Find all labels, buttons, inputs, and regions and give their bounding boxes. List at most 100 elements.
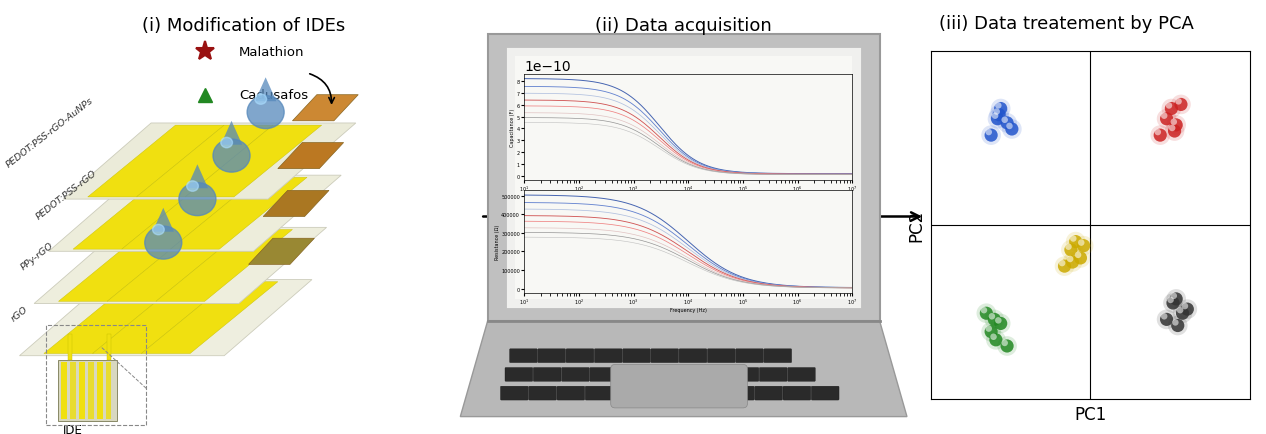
Point (1062, 259, 1082, 266)
Point (996, 120, 1017, 127)
Polygon shape (44, 282, 180, 354)
Text: PEDOT:PSS-rGO-AuNPs: PEDOT:PSS-rGO-AuNPs (5, 96, 95, 169)
Point (981, 329, 1001, 335)
Point (979, 129, 999, 136)
Point (995, 340, 1015, 347)
FancyBboxPatch shape (614, 386, 642, 400)
Point (1162, 125, 1182, 132)
Point (989, 112, 1009, 119)
Polygon shape (506, 48, 861, 308)
Text: PEDOT:PSS-rGO: PEDOT:PSS-rGO (34, 169, 99, 221)
Y-axis label: PC2: PC2 (906, 210, 925, 242)
Point (990, 320, 1010, 327)
Point (1063, 236, 1084, 243)
Point (1155, 113, 1175, 120)
Bar (70, 362, 76, 419)
FancyBboxPatch shape (736, 349, 763, 363)
Point (984, 316, 1004, 323)
Point (987, 116, 1008, 123)
Text: PPy-rGO: PPy-rGO (19, 240, 56, 271)
FancyBboxPatch shape (670, 386, 698, 400)
Point (1166, 296, 1186, 302)
Polygon shape (87, 126, 224, 197)
Point (989, 103, 1009, 110)
Point (1156, 116, 1176, 123)
FancyBboxPatch shape (594, 349, 622, 363)
Bar (78, 362, 85, 419)
Polygon shape (49, 176, 342, 252)
Point (1165, 319, 1185, 326)
Point (1060, 256, 1080, 263)
Point (981, 329, 1001, 335)
Point (1001, 126, 1022, 133)
Point (1163, 300, 1184, 307)
Point (1150, 132, 1170, 139)
Point (984, 333, 1004, 340)
Point (1074, 243, 1094, 250)
Polygon shape (63, 124, 356, 200)
Point (996, 343, 1017, 350)
Point (986, 337, 1006, 344)
Point (1166, 296, 1186, 302)
Y-axis label: Capacitance (F): Capacitance (F) (510, 108, 515, 146)
Point (976, 310, 996, 317)
Point (1171, 102, 1191, 108)
FancyBboxPatch shape (533, 368, 561, 381)
FancyBboxPatch shape (708, 349, 736, 363)
FancyBboxPatch shape (505, 368, 533, 381)
Point (996, 343, 1017, 350)
Polygon shape (461, 321, 906, 417)
Point (1161, 106, 1181, 113)
Point (989, 112, 1009, 119)
Bar (68, 334, 72, 360)
Polygon shape (254, 78, 276, 102)
Polygon shape (185, 126, 322, 197)
FancyBboxPatch shape (730, 368, 758, 381)
Text: (ii) Data acquisition: (ii) Data acquisition (595, 17, 772, 35)
Point (976, 310, 996, 317)
FancyBboxPatch shape (787, 368, 815, 381)
Polygon shape (153, 208, 173, 232)
Point (1166, 122, 1186, 129)
Point (1172, 310, 1193, 317)
Text: rGO: rGO (10, 305, 30, 323)
Point (1172, 310, 1193, 317)
FancyBboxPatch shape (529, 386, 557, 400)
Bar (58, 360, 116, 421)
Circle shape (179, 183, 216, 216)
Circle shape (213, 140, 251, 173)
Point (989, 317, 1009, 324)
Polygon shape (34, 228, 327, 304)
Polygon shape (142, 282, 277, 354)
Text: (i) Modification of IDEs: (i) Modification of IDEs (142, 17, 346, 35)
Point (990, 106, 1010, 113)
Point (1070, 255, 1090, 262)
Point (1171, 102, 1191, 108)
FancyBboxPatch shape (763, 349, 791, 363)
Point (1058, 243, 1079, 250)
Polygon shape (137, 126, 273, 197)
Point (990, 320, 1010, 327)
Point (1070, 255, 1090, 262)
Point (1052, 260, 1072, 267)
Point (996, 120, 1017, 127)
FancyBboxPatch shape (675, 368, 703, 381)
FancyBboxPatch shape (642, 386, 670, 400)
Point (979, 326, 999, 332)
Point (999, 123, 1019, 130)
Polygon shape (156, 230, 292, 302)
Point (984, 316, 1004, 323)
FancyBboxPatch shape (509, 349, 537, 363)
FancyBboxPatch shape (699, 386, 725, 400)
FancyBboxPatch shape (727, 386, 755, 400)
Polygon shape (263, 191, 329, 217)
Bar (105, 362, 111, 419)
Polygon shape (515, 56, 852, 299)
Polygon shape (122, 178, 258, 250)
Point (1167, 322, 1188, 329)
Point (1150, 132, 1170, 139)
Point (1166, 122, 1186, 129)
FancyBboxPatch shape (646, 368, 674, 381)
Polygon shape (58, 230, 195, 302)
Polygon shape (73, 178, 210, 250)
